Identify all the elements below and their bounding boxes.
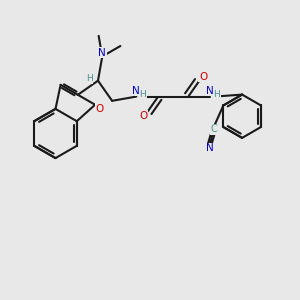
Text: H: H bbox=[213, 90, 220, 99]
Text: N: N bbox=[206, 143, 214, 153]
Text: O: O bbox=[139, 111, 147, 121]
Text: N: N bbox=[206, 85, 213, 96]
Text: O: O bbox=[199, 72, 207, 82]
Text: N: N bbox=[132, 85, 140, 96]
Text: H: H bbox=[140, 90, 146, 99]
Text: O: O bbox=[95, 103, 103, 114]
Text: C: C bbox=[211, 124, 217, 134]
Text: N: N bbox=[98, 48, 106, 58]
Text: H: H bbox=[86, 74, 93, 83]
